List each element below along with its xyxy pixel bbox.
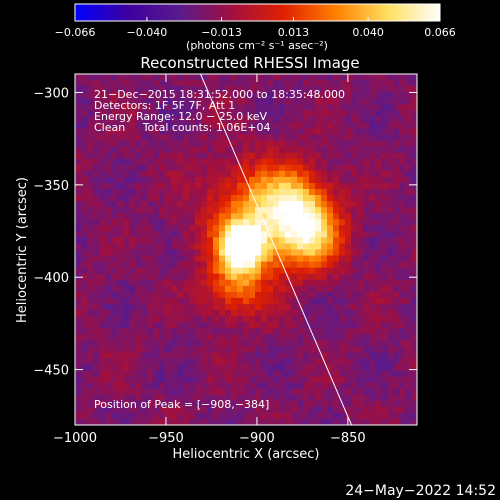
y-tick-label: −300 [33,86,69,101]
x-tick-label: −950 [148,431,184,446]
colorbar: −0.066 −0.040 −0.013 0.013 0.040 0.066 (photo… [55,3,456,52]
annotation-clean-counts: Clean Total counts: 1.06E+04 [94,121,271,134]
x-tick-label: −1000 [53,431,97,446]
peak-position-label: Position of Peak = [−908,−384] [94,398,269,411]
heatmap-image [75,74,417,425]
annotation-energy-range: Energy Range: 12.0 − 25.0 keV [94,110,268,123]
annotation-detectors: Detectors: 1F 5F 7F, Att 1 [94,99,235,112]
annotation-time-range: 21−Dec−2015 18:31:52.000 to 18:35:48.000 [94,88,345,101]
colorbar-gradient [74,3,441,22]
colorbar-tick-label: −0.013 [201,26,242,39]
plot-frame [74,73,418,426]
x-tick-label: −900 [239,431,275,446]
y-tick-label: −350 [33,179,69,194]
observation-info: 21−Dec−2015 18:31:52.000 to 18:35:48.000… [94,88,345,134]
colorbar-tick-label: −0.040 [127,26,168,39]
solar-limb-line [200,74,352,425]
y-tick-label: −400 [33,271,69,286]
y-axis: −300 −350 −400 −450 [33,86,417,379]
colorbar-ticks: −0.066 −0.040 −0.013 0.013 0.040 0.066 [55,17,456,39]
colorbar-tick-label: 0.040 [352,26,384,39]
colorbar-tick-label: 0.066 [424,26,456,39]
y-tick-label: −450 [33,364,69,379]
x-axis: −1000 −950 −900 −850 [53,74,366,446]
colorbar-unit-label: (photons cm⁻² s⁻¹ asec⁻²) [186,39,328,52]
chart-title: Reconstructed RHESSI Image [140,54,359,72]
y-axis-label: Heliocentric Y (arcsec) [15,177,30,323]
x-axis-label: Heliocentric X (arcsec) [173,447,320,462]
colorbar-tick-label: 0.013 [278,26,310,39]
colorbar-tick-label: −0.066 [55,26,96,39]
timestamp: 24−May−2022 14:52 [345,483,496,499]
x-tick-label: −850 [330,431,366,446]
